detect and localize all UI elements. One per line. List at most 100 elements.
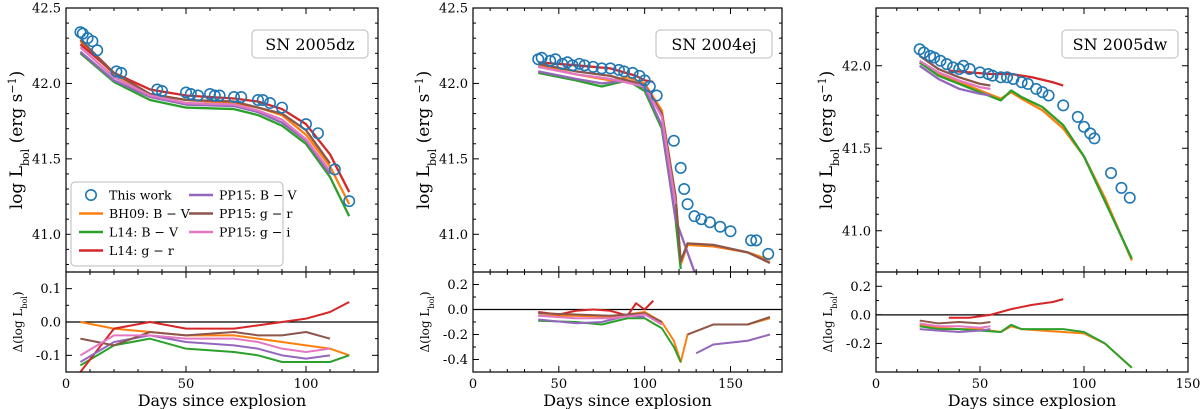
y-tick-label: 42.0 — [842, 59, 871, 74]
legend-item: L14: g − r — [79, 243, 174, 258]
residual-line-PP15_gi — [919, 322, 991, 329]
data-point — [328, 163, 341, 176]
residual-line-L14_gr — [948, 298, 1064, 319]
data-point — [762, 247, 775, 260]
data-point — [228, 91, 241, 104]
data-point — [213, 89, 226, 102]
data-point — [1115, 181, 1128, 194]
series-line-PP15_gr — [919, 54, 991, 87]
legend-frame — [70, 181, 284, 267]
series-line-BH09_BV — [79, 40, 351, 205]
data-point — [928, 51, 941, 64]
data-point — [578, 59, 591, 72]
data-point — [587, 60, 600, 73]
y-tick-label: 42.5 — [32, 2, 61, 17]
series-line-BH09_BV — [919, 61, 1133, 261]
series-line-L14_gr — [79, 43, 351, 193]
y-tick-label: 41.0 — [32, 228, 61, 243]
data-point — [604, 62, 617, 75]
y-resid-axis-label: Δ(log Lbol) — [821, 291, 839, 352]
x-tick-label: 150 — [718, 377, 743, 392]
y-tick-label: 42.0 — [32, 77, 61, 92]
residual-line-L14_BV — [538, 317, 682, 363]
y-tick-label: 41.0 — [842, 224, 871, 239]
x-axis-label: Days since explosion — [543, 391, 712, 409]
residual-line-PP15_BV — [79, 334, 331, 363]
residual-curves — [919, 298, 1133, 369]
data-point — [643, 80, 656, 93]
data-point — [1105, 167, 1118, 180]
series-line-PP15_BV — [538, 70, 696, 272]
data-point — [618, 65, 631, 78]
data-point — [180, 86, 193, 99]
data-point — [963, 63, 976, 76]
y-resid-tick-label: -0.2 — [443, 328, 468, 343]
x-tick-label: 150 — [1176, 377, 1200, 392]
data-point — [650, 89, 663, 102]
data-point — [86, 35, 99, 48]
data-point — [275, 101, 288, 114]
series-line-PP15_BV — [79, 50, 331, 175]
data-point — [595, 62, 608, 75]
title-frame — [655, 29, 773, 59]
legend-label: L14: g − r — [109, 243, 174, 258]
data-point — [235, 91, 248, 104]
model-curves — [532, 51, 775, 272]
data-point — [192, 89, 205, 102]
data-point — [667, 134, 680, 147]
data-point — [724, 225, 737, 238]
y-resid-tick-label: -0.1 — [36, 349, 61, 364]
x-tick-label: 50 — [178, 377, 195, 392]
data-point — [256, 94, 269, 107]
x-tick-label: 100 — [1072, 377, 1097, 392]
series-line-PP15_gr — [538, 62, 771, 264]
y-tick-label: 42.0 — [439, 77, 468, 92]
residual-line-PP15_gi — [79, 334, 331, 357]
y-tick-label: 42.5 — [439, 2, 468, 17]
legend-label: PP15: B − V — [219, 188, 298, 203]
data-point — [1015, 76, 1028, 89]
panel-sn-2004ej: 0 50 100 150 41.0 41.5 42.0 42.5 -0.4 -0.2 0.0 0.2 S… — [413, 2, 783, 409]
data-point — [1042, 89, 1055, 102]
legend-item: PP15: B − V — [189, 188, 298, 203]
panel-sn-2005dz: 0 50 100 41.0 41.5 42.0 42.5 -0.1 0.0 0.1 SN 2005d… — [6, 2, 379, 409]
x-tick-label: 100 — [632, 377, 657, 392]
data-point — [973, 66, 986, 79]
title-frame — [1061, 29, 1179, 59]
model-curves — [74, 26, 356, 217]
legend-label: L14: B − V — [109, 225, 179, 240]
panel-title-box: SN 2004ej — [655, 29, 773, 59]
data-point — [1036, 86, 1049, 99]
data-point — [1030, 82, 1043, 95]
data-point — [1057, 99, 1070, 112]
residual-curves — [538, 300, 771, 363]
data-point — [184, 87, 197, 100]
data-point — [940, 58, 953, 71]
y-resid-axis-label: Δ(log Lbol) — [418, 291, 436, 352]
legend-label: This work — [109, 188, 172, 203]
data-point — [714, 220, 727, 233]
residual-curves — [79, 301, 350, 372]
axes-frame — [875, 7, 1189, 373]
x-axis-label: Days since explosion — [948, 391, 1117, 409]
panel-title-box: SN 2005dz — [251, 29, 369, 59]
y-resid-tick-label: -0.2 — [846, 337, 871, 352]
data-point — [1001, 71, 1014, 84]
series-line-PP15_gi — [919, 59, 991, 90]
series-line-L14_BV — [919, 61, 1133, 260]
model-curves — [913, 43, 1136, 261]
title-frame — [251, 29, 369, 59]
data-point — [612, 63, 625, 76]
legend-item: BH09: B − V — [79, 206, 191, 221]
legend-item: PP15: g − r — [189, 206, 292, 221]
series-line-PP15_BV — [919, 64, 991, 97]
x-tick-label: 50 — [551, 377, 568, 392]
data-point — [917, 46, 930, 59]
residual-line-L14_BV — [79, 337, 350, 367]
data-point — [91, 44, 104, 57]
y-resid-tick-label: 0.2 — [447, 278, 468, 293]
residual-line-PP15_gr — [80, 331, 331, 347]
data-point — [115, 66, 128, 79]
series-line-L14_BV — [79, 52, 351, 217]
y-resid-tick-label: 0.2 — [850, 280, 871, 295]
